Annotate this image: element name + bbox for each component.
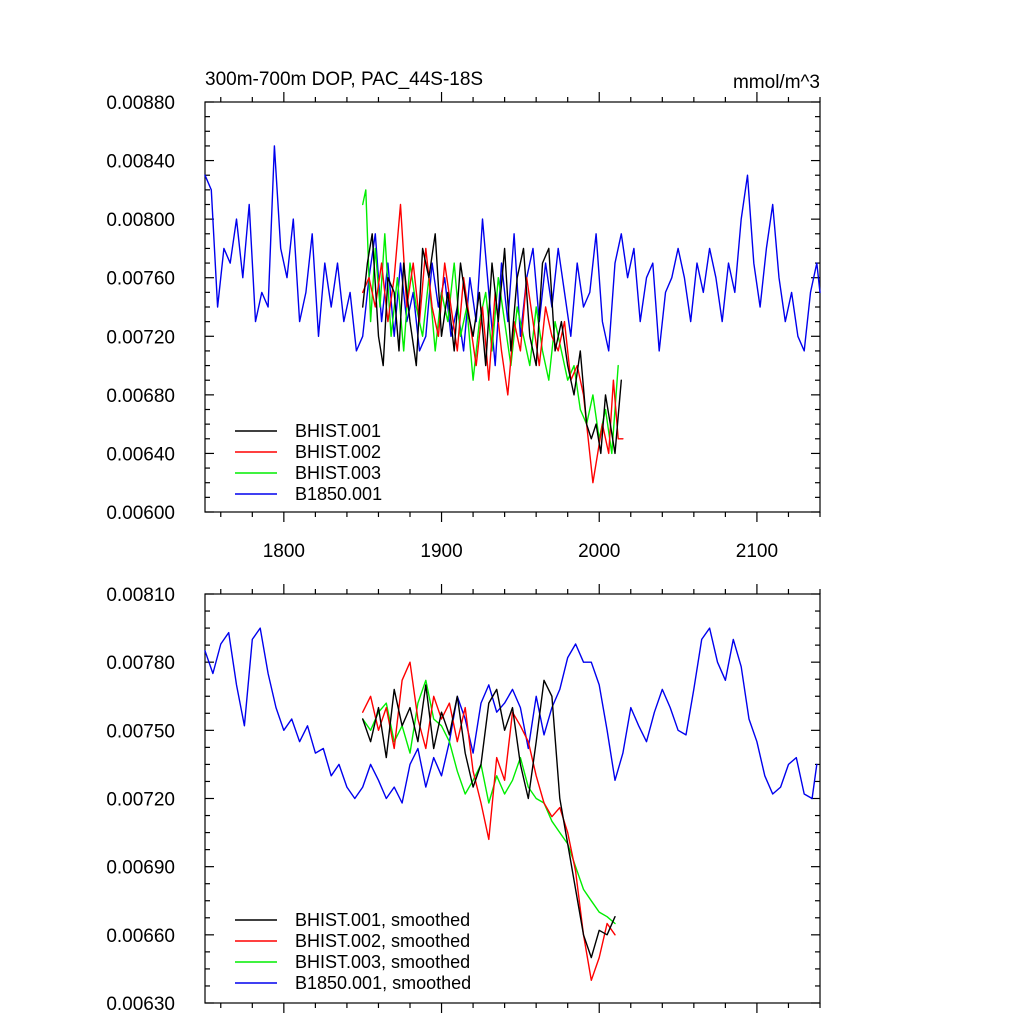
legend-label: BHIST.001, smoothed	[295, 910, 470, 930]
y-tick-label: 0.00720	[106, 790, 175, 811]
y-tick-label: 0.00760	[106, 269, 175, 290]
legend-label: BHIST.001	[295, 421, 381, 441]
series-line-bhist-001	[362, 233, 622, 455]
legend-label: BHIST.003	[295, 463, 381, 483]
y-tick-label: 0.00680	[106, 386, 175, 407]
y-tick-label: 0.00840	[106, 152, 175, 173]
y-tick-label: 0.00660	[106, 926, 175, 947]
series-line-bhist-001-smoothed	[362, 679, 616, 959]
y-tick-label: 0.00640	[106, 444, 175, 465]
x-tick-label: 2000	[578, 541, 620, 562]
y-tick-label: 0.00720	[106, 327, 175, 348]
y-tick-label: 0.00750	[106, 721, 175, 742]
legend-label: B1850.001, smoothed	[295, 973, 471, 993]
y-tick-label: 0.00600	[106, 503, 175, 524]
legend-label: B1850.001	[295, 484, 382, 504]
x-tick-label: 1900	[420, 541, 462, 562]
x-tick-label: 2100	[736, 541, 778, 562]
y-tick-label: 0.00800	[106, 210, 175, 231]
bottom-panel: 0.00630 0.00660 0.00690 0.00720 0.00750 0.007…	[106, 584, 821, 1015]
y-tick-label: 0.00880	[106, 93, 175, 114]
series-line-b1850-001-smoothed	[204, 627, 818, 804]
chart-title: 300m-700m DOP, PAC_44S-18S	[205, 69, 483, 90]
legend-label: BHIST.003, smoothed	[295, 952, 470, 972]
y-tick-label: 0.00630	[106, 994, 175, 1015]
legend-label: BHIST.002, smoothed	[295, 931, 470, 951]
y-tick-label: 0.00690	[106, 858, 175, 879]
series-line-bhist-002-smoothed	[362, 661, 616, 981]
top-panel: 300m-700m DOP, PAC_44S-18S mmol/m^3 0.00…	[106, 69, 821, 562]
x-tick-label: 1800	[263, 541, 305, 562]
series-line-bhist-003	[362, 189, 619, 455]
units-label: mmol/m^3	[733, 72, 820, 93]
y-tick-label: 0.00780	[106, 653, 175, 674]
y-tick-label: 0.00810	[106, 585, 175, 606]
legend-label: BHIST.002	[295, 442, 381, 462]
series-line-b1850-001	[204, 145, 821, 367]
